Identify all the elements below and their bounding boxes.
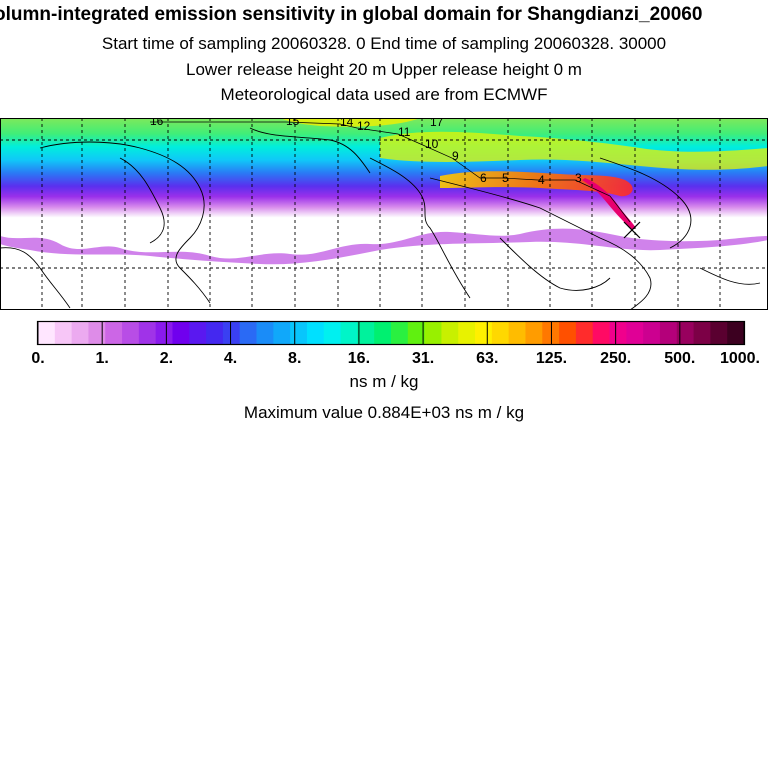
colorbar-cell	[458, 322, 476, 344]
colorbar-cell	[643, 322, 661, 344]
trajectory-label: 9	[452, 149, 459, 163]
colorbar-cell	[727, 322, 745, 344]
colorbar-cell	[138, 322, 157, 344]
maximum-value: Maximum value 0.884E+03 ns m / kg	[243, 403, 525, 422]
colorbar-cell	[38, 322, 56, 344]
colorbar-cell	[441, 322, 459, 344]
colorbar-cell	[559, 322, 577, 344]
colorbar-tick-label: 250.	[600, 350, 631, 367]
colorbar-cell	[508, 322, 526, 344]
colorbar-cell	[306, 322, 325, 344]
colorbar: 0. 1. 2. 4. 8. 16. 31. 63. 125. 250. 500. 1000.	[31, 320, 760, 367]
trajectory-label: 14	[340, 118, 354, 129]
colorbar-cell	[626, 322, 644, 344]
colorbar-cell	[256, 322, 274, 344]
trajectory-label: 16	[150, 118, 164, 128]
colorbar-cell	[105, 322, 123, 344]
trajectory-label: 3	[575, 171, 582, 185]
sampling-time-line: Start time of sampling 20060328. 0 End t…	[101, 34, 667, 53]
colorbar-tick-label: 4.	[224, 350, 237, 367]
colorbar-tick-label: 2.	[160, 350, 173, 367]
trajectory-label: 17	[430, 118, 444, 129]
colorbar-cell	[592, 322, 610, 344]
colorbar-cell	[676, 322, 694, 344]
colorbar-cell	[491, 322, 510, 344]
release-height-line: Lower release height 20 m Upper release …	[186, 60, 582, 79]
colorbar-cell	[172, 322, 190, 344]
colorbar-cell	[290, 322, 308, 344]
colorbar-cell	[710, 322, 728, 344]
colorbar-cell	[693, 322, 711, 344]
colorbar-tick-label: 500.	[664, 350, 695, 367]
colorbar-cell	[391, 322, 409, 344]
colorbar-cell	[189, 322, 207, 344]
met-data-line: Meteorological data used are from ECMWF	[220, 85, 548, 104]
colorbar-cell	[54, 322, 73, 344]
colorbar-tick-label: 125.	[536, 350, 567, 367]
colorbar-cell	[659, 322, 678, 344]
trajectory-label: 12	[357, 119, 371, 133]
colorbar-tick-label: 16.	[348, 350, 370, 367]
colorbar-cell	[424, 322, 442, 344]
colorbar-cell	[609, 322, 627, 344]
colorbar-tick-label: 1.	[96, 350, 109, 367]
colorbar-cell	[575, 322, 594, 344]
colorbar-tick-label: 31.	[412, 350, 434, 367]
colorbar-cell	[407, 322, 426, 344]
trajectory-label: 15	[286, 118, 300, 128]
emission-sensitivity-map: 16 15 14 12 11 10 9 6 5 4 3 17	[0, 118, 768, 310]
receptor-marker	[623, 221, 641, 239]
colorbar-cell	[71, 322, 89, 344]
colorbar-cell	[155, 322, 173, 344]
colorbar-tick-label: 8.	[288, 350, 301, 367]
colorbar-cell	[542, 322, 560, 344]
colorbar-cell	[525, 322, 543, 344]
colorbar-cell	[239, 322, 257, 344]
colorbar-cell	[475, 322, 493, 344]
colorbar-cell	[340, 322, 358, 344]
colorbar-tick-label: 63.	[476, 350, 498, 367]
colorbar-cell	[206, 322, 224, 344]
colorbar-cell	[374, 322, 392, 344]
colorbar-tick-label: 1000.	[720, 350, 760, 367]
colorbar-tick-label: 0.	[31, 350, 44, 367]
plot-title: olumn-integrated emission sensitivity in…	[0, 4, 703, 25]
colorbar-cell	[122, 322, 140, 344]
colorbar-cell	[273, 322, 291, 344]
colorbar-cell	[323, 322, 341, 344]
colorbar-cell	[88, 322, 106, 344]
colorbar-units: ns m / kg	[349, 372, 419, 391]
colorbar-cell	[357, 322, 375, 344]
colorbar-cell	[222, 322, 241, 344]
